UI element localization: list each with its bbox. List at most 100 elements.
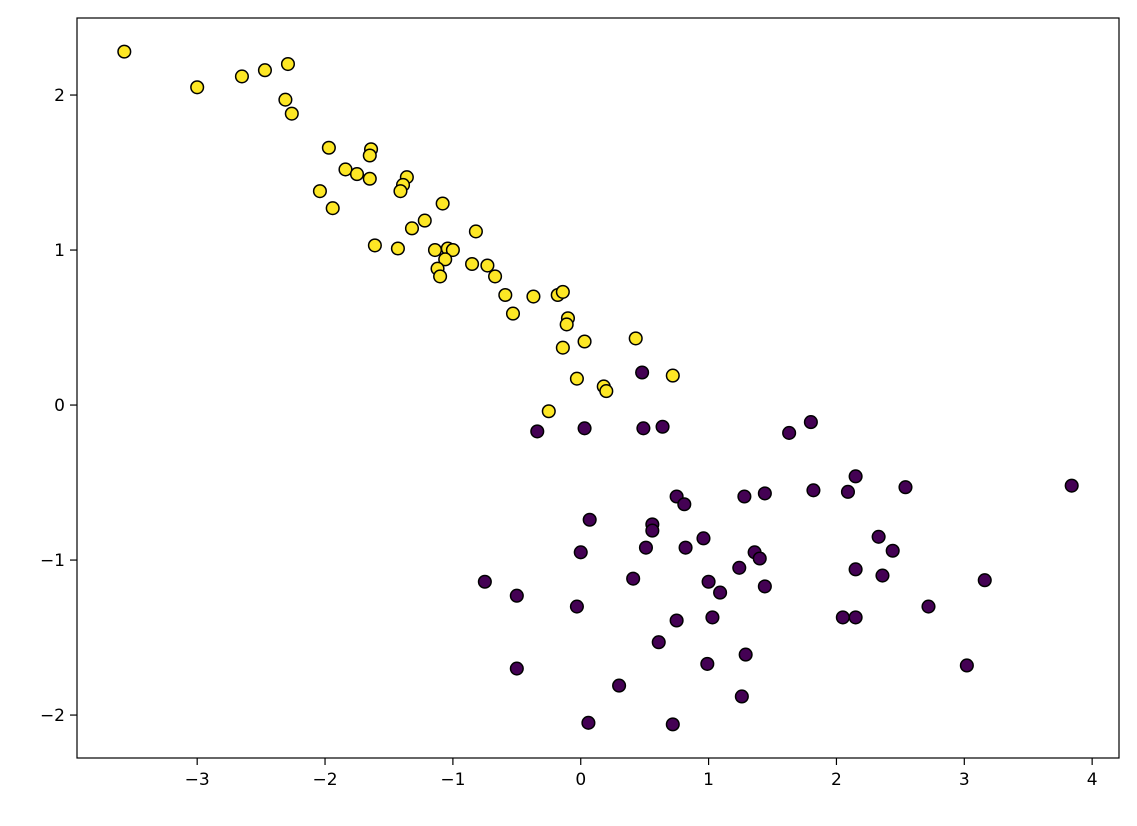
x-tick-label: 2 <box>831 770 842 790</box>
point <box>530 424 545 439</box>
point <box>898 480 913 495</box>
point <box>645 523 660 538</box>
point <box>438 252 453 267</box>
point <box>977 573 992 588</box>
y-tick-label: −2 <box>40 706 65 726</box>
point <box>921 599 936 614</box>
y-tick-label: 1 <box>54 241 65 261</box>
point <box>465 256 480 272</box>
point <box>737 489 752 504</box>
point <box>848 610 863 625</box>
point <box>569 599 584 614</box>
point <box>509 588 524 603</box>
point <box>638 540 653 555</box>
point <box>651 635 666 650</box>
point <box>257 63 272 78</box>
point <box>468 224 483 239</box>
point <box>875 568 890 583</box>
point <box>612 678 627 693</box>
x-tick-label: 0 <box>575 770 586 790</box>
point <box>393 184 408 199</box>
point <box>498 287 513 303</box>
point <box>806 483 821 498</box>
point <box>505 306 521 321</box>
point <box>555 340 570 355</box>
point <box>636 421 651 436</box>
x-tick-label: −1 <box>440 770 465 790</box>
point <box>417 213 432 228</box>
x-tick-label: −2 <box>313 770 338 790</box>
point <box>117 44 132 59</box>
point <box>390 241 405 256</box>
point <box>433 269 448 284</box>
point <box>577 334 592 349</box>
point <box>885 543 900 558</box>
point <box>190 80 205 95</box>
point <box>835 610 850 625</box>
point <box>700 656 715 671</box>
point <box>1064 478 1079 493</box>
point <box>338 162 353 177</box>
point <box>635 365 650 380</box>
point <box>312 184 327 199</box>
point <box>367 238 382 253</box>
point <box>526 289 541 304</box>
point <box>959 658 974 673</box>
point <box>278 92 293 107</box>
y-tick-label: 0 <box>54 396 65 416</box>
point <box>705 610 720 625</box>
point <box>803 415 818 430</box>
point <box>541 404 556 419</box>
point <box>509 661 524 676</box>
point <box>581 715 596 730</box>
point <box>435 196 450 211</box>
point <box>677 497 692 512</box>
point <box>696 531 711 546</box>
point <box>477 574 492 589</box>
point <box>678 540 693 555</box>
point <box>752 551 767 566</box>
point <box>577 421 592 436</box>
x-tick-label: 4 <box>1087 770 1098 790</box>
point <box>655 419 670 434</box>
point <box>234 69 249 84</box>
point <box>757 579 772 594</box>
point <box>734 689 749 704</box>
y-tick-label: 2 <box>54 86 65 106</box>
point <box>582 512 597 527</box>
point <box>349 167 365 182</box>
point <box>848 562 863 577</box>
point <box>782 425 797 441</box>
point <box>871 529 886 544</box>
point <box>569 371 584 386</box>
point <box>488 269 503 284</box>
point <box>599 384 614 399</box>
point <box>665 717 680 732</box>
y-tick-label: −1 <box>40 551 65 571</box>
point <box>555 284 570 299</box>
point <box>362 171 377 186</box>
point <box>284 106 299 121</box>
point <box>404 221 420 236</box>
point <box>573 545 588 560</box>
point <box>701 574 716 589</box>
point <box>445 242 460 258</box>
point <box>738 647 753 662</box>
point <box>665 368 680 383</box>
plot-frame <box>76 17 1120 759</box>
point <box>480 258 495 273</box>
point <box>669 613 684 628</box>
point <box>626 571 641 586</box>
point <box>628 331 643 346</box>
point <box>757 486 772 501</box>
point <box>848 469 863 484</box>
point <box>321 140 336 155</box>
point <box>713 585 728 600</box>
point <box>280 56 296 72</box>
x-tick-label: 3 <box>959 770 970 790</box>
point <box>732 560 747 575</box>
point <box>559 317 574 332</box>
x-tick-label: −3 <box>185 770 210 790</box>
